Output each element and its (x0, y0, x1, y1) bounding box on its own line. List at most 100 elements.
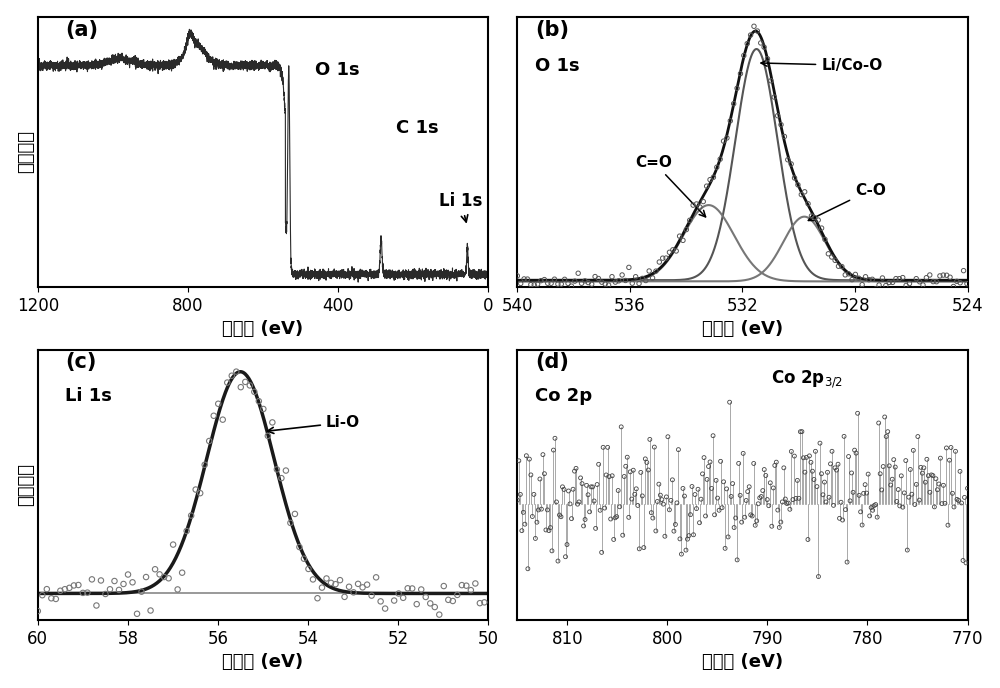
Text: Li 1s: Li 1s (439, 192, 483, 222)
Point (427, 601, 443, 612)
Point (328, 579, 344, 590)
Point (864, 274, 880, 285)
Point (670, 444, 686, 455)
Point (521, 453, 537, 464)
Point (565, 484, 581, 495)
Point (563, 281, 579, 292)
Point (752, 493, 768, 504)
Point (618, 461, 634, 472)
Point (519, 274, 535, 285)
Point (696, 452, 712, 463)
Point (704, 483, 720, 494)
Point (658, 491, 674, 502)
Text: C-O: C-O (808, 183, 886, 221)
Point (614, 270, 630, 281)
Text: C=O: C=O (635, 155, 706, 217)
Point (956, 265, 972, 276)
Point (219, 377, 235, 388)
Point (753, 37, 769, 48)
Point (800, 198, 816, 209)
Point (958, 557, 974, 568)
Point (359, 579, 375, 590)
Point (106, 576, 122, 587)
Point (836, 431, 852, 442)
Point (857, 479, 873, 490)
Point (866, 500, 882, 511)
Point (761, 500, 777, 511)
Point (409, 599, 425, 610)
Point (576, 520, 592, 531)
Point (726, 98, 742, 109)
Point (526, 489, 542, 500)
Point (807, 446, 823, 457)
Point (558, 551, 574, 562)
Point (541, 525, 557, 536)
Point (595, 442, 611, 453)
Point (591, 459, 607, 470)
Point (851, 272, 867, 283)
Point (750, 498, 766, 509)
Point (766, 92, 782, 103)
Point (676, 491, 692, 502)
Point (645, 272, 661, 283)
Point (875, 461, 891, 472)
Point (611, 275, 627, 286)
Point (684, 481, 700, 492)
Point (513, 278, 529, 289)
Point (116, 579, 132, 590)
Point (723, 491, 739, 502)
Point (878, 280, 894, 291)
Point (651, 479, 667, 490)
Point (832, 513, 848, 524)
Point (535, 449, 551, 460)
Point (741, 481, 757, 492)
Point (881, 277, 897, 288)
Point (547, 433, 563, 444)
Point (803, 457, 819, 468)
Point (642, 434, 658, 445)
Point (928, 473, 944, 484)
Point (341, 581, 357, 592)
Point (701, 461, 717, 472)
Point (586, 495, 602, 506)
Point (215, 414, 231, 425)
Point (720, 531, 736, 542)
Point (664, 474, 680, 485)
Point (768, 457, 784, 468)
Point (690, 484, 706, 495)
Point (548, 497, 564, 508)
Point (826, 500, 842, 511)
Point (233, 382, 249, 393)
Point (646, 442, 662, 453)
Point (514, 525, 530, 536)
Point (449, 590, 465, 601)
Point (793, 189, 809, 200)
Point (947, 446, 963, 457)
Point (93, 575, 109, 586)
Point (935, 270, 951, 281)
Point (621, 512, 637, 523)
Point (201, 436, 217, 447)
Point (756, 42, 772, 53)
Point (413, 584, 429, 595)
Point (776, 462, 792, 473)
Point (536, 468, 552, 479)
Point (889, 496, 905, 507)
Point (346, 587, 362, 598)
Point (759, 494, 775, 505)
Point (679, 534, 695, 545)
Point (418, 592, 434, 603)
Text: Li-O: Li-O (268, 415, 360, 433)
Point (624, 278, 640, 289)
Point (540, 278, 556, 289)
Point (695, 469, 711, 480)
Point (309, 593, 325, 604)
Point (661, 247, 677, 258)
Point (463, 585, 479, 596)
Point (773, 119, 789, 130)
Point (561, 486, 577, 497)
Point (228, 366, 244, 377)
Point (938, 442, 954, 453)
Point (782, 504, 798, 515)
Point (300, 563, 316, 574)
